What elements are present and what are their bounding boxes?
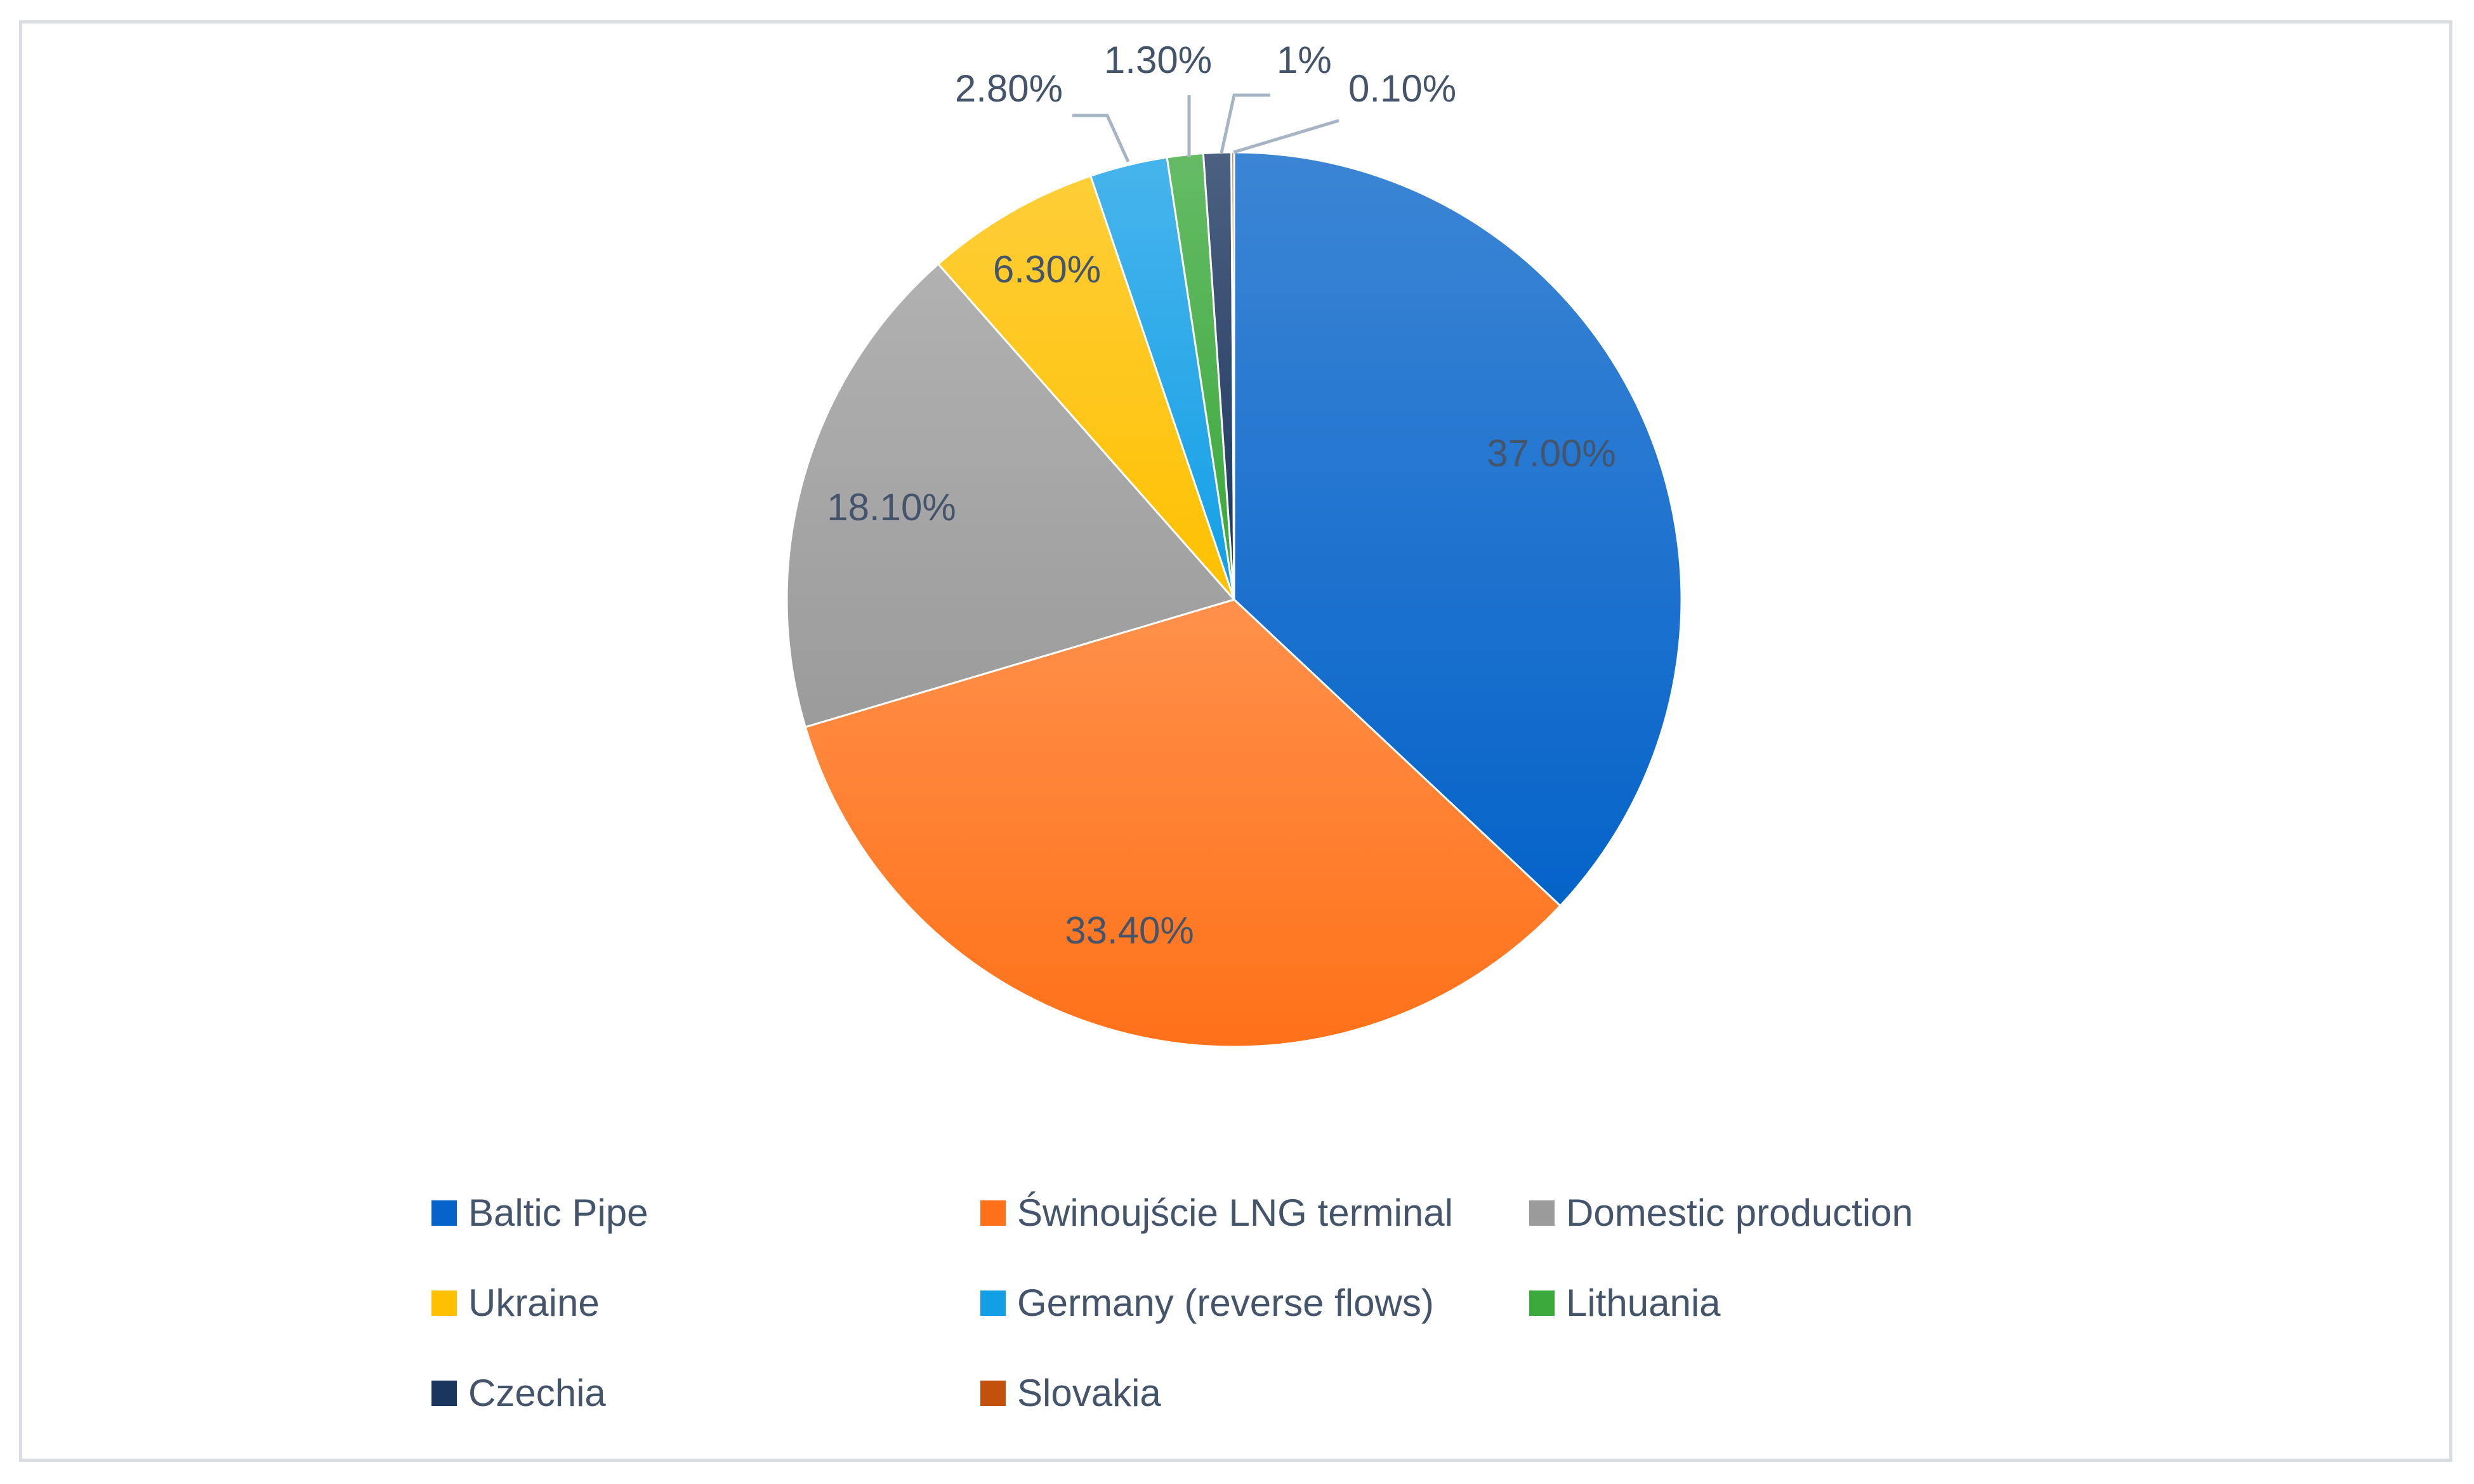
leader-line-czechia [1220, 93, 1270, 154]
legend-swatch-slovakia [980, 1381, 1006, 1406]
pie-slices [786, 151, 1683, 1048]
legend-label-ukraine: Ukraine [468, 1282, 600, 1324]
legend-swatch-swinoujscie-lng-terminal [980, 1200, 1006, 1226]
legend-label-domestic-production: Domestic production [1566, 1192, 1913, 1234]
legend-item-slovakia: Slovakia [980, 1372, 1161, 1414]
data-label-germany-reverse-flows: 2.80% [955, 67, 1063, 110]
slice-swinoujscie-lng-terminal [804, 598, 1562, 1048]
leader-lines [1072, 93, 1339, 163]
slice-domestic-production [786, 263, 1236, 728]
legend-swatch-baltic-pipe [431, 1200, 457, 1226]
legend-item-baltic-pipe: Baltic Pipe [431, 1192, 648, 1234]
leader-line-germany-reverse-flows [1072, 114, 1130, 163]
legend-label-germany-reverse-flows: Germany (reverse flows) [1017, 1282, 1434, 1324]
legend-label-swinoujscie-lng-terminal: Świnoujście LNG terminal [1017, 1192, 1453, 1234]
legend-item-ukraine: Ukraine [431, 1282, 600, 1324]
legend-label-czechia: Czechia [468, 1372, 606, 1414]
slice-ukraine [937, 174, 1235, 600]
legend-item-germany-reverse-flows: Germany (reverse flows) [980, 1282, 1434, 1324]
legend-swatch-lithuania [1529, 1290, 1555, 1316]
data-label-domestic-production: 18.10% [827, 486, 956, 529]
data-labels: 37.00% 33.40% 18.10% 6.30% 2.80% 1.30% 1% 0.10% [827, 39, 1616, 952]
legend-item-lithuania: Lithuania [1529, 1282, 1721, 1324]
data-label-czechia: 1% [1277, 39, 1332, 81]
legend-item-swinoujscie-lng-terminal: Świnoujście LNG terminal [980, 1192, 1453, 1234]
legend-label-lithuania: Lithuania [1566, 1282, 1721, 1324]
data-label-slovakia: 0.10% [1348, 67, 1456, 110]
legend-swatch-germany-reverse-flows [980, 1290, 1006, 1316]
legend-swatch-czechia [431, 1381, 457, 1406]
legend-swatch-domestic-production [1529, 1200, 1555, 1226]
legend: Baltic Pipe Świnoujście LNG terminal Domes… [431, 1192, 1913, 1414]
data-label-lithuania: 1.30% [1104, 39, 1212, 81]
legend-item-domestic-production: Domestic production [1529, 1192, 1913, 1234]
data-label-baltic-pipe: 37.00% [1487, 432, 1616, 475]
legend-item-czechia: Czechia [431, 1372, 606, 1414]
legend-label-baltic-pipe: Baltic Pipe [468, 1192, 648, 1234]
data-label-swinoujscie-lng-terminal: 33.40% [1065, 909, 1194, 952]
legend-swatch-ukraine [431, 1290, 457, 1316]
data-label-ukraine: 6.30% [993, 248, 1101, 291]
slice-baltic-pipe [1233, 151, 1683, 907]
legend-label-slovakia: Slovakia [1017, 1372, 1161, 1414]
leader-line-slovakia [1233, 119, 1339, 154]
